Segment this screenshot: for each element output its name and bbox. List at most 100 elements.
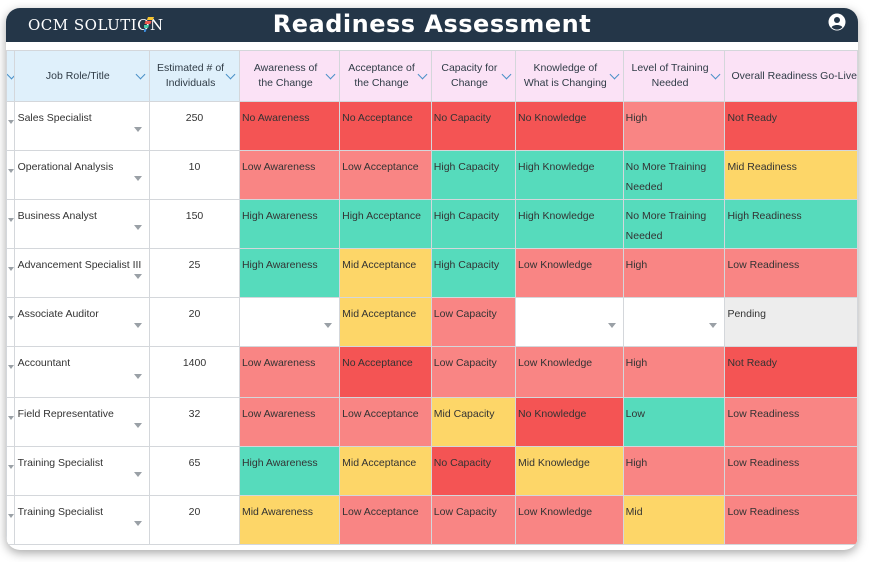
caret-down-icon[interactable] xyxy=(324,323,333,328)
cell-awareness[interactable]: High Awareness xyxy=(238,446,341,496)
caret-down-icon[interactable] xyxy=(8,465,14,469)
cell-training[interactable]: Low xyxy=(622,397,726,447)
row-selector[interactable] xyxy=(6,297,15,347)
cell-acceptance[interactable]: Mid Acceptance xyxy=(339,446,432,496)
caret-down-icon[interactable] xyxy=(134,374,143,379)
cell-awareness[interactable]: No Awareness xyxy=(238,101,341,151)
cell-training[interactable]: No More Training Needed xyxy=(622,150,726,200)
caret-down-icon[interactable] xyxy=(134,274,143,279)
row-selector[interactable] xyxy=(6,346,15,398)
cell-job-role[interactable]: Operational Analysis xyxy=(13,150,151,200)
cell-awareness[interactable]: High Awareness xyxy=(238,199,341,249)
caret-down-icon[interactable] xyxy=(8,365,14,369)
cell-awareness[interactable]: Mid Awareness xyxy=(238,495,341,545)
caret-down-icon[interactable] xyxy=(134,176,143,181)
column-header-role[interactable]: Job Role/Title xyxy=(13,50,151,102)
cell-knowledge[interactable]: No Knowledge xyxy=(515,101,624,151)
column-header-count[interactable]: Estimated # of Individuals xyxy=(149,50,240,102)
cell-awareness[interactable]: Low Awareness xyxy=(238,397,341,447)
cell-training[interactable]: High xyxy=(622,346,726,398)
cell-acceptance[interactable]: No Acceptance xyxy=(339,346,432,398)
row-selector[interactable] xyxy=(6,446,15,496)
cell-acceptance[interactable]: No Acceptance xyxy=(339,101,432,151)
cell-awareness[interactable]: Low Awareness xyxy=(238,346,341,398)
column-header-acceptance[interactable]: Acceptance of the Change xyxy=(339,50,432,102)
column-header-awareness[interactable]: Awareness of the Change xyxy=(238,50,341,102)
cell-acceptance[interactable]: Low Acceptance xyxy=(339,397,432,447)
cell-acceptance[interactable]: Mid Acceptance xyxy=(339,297,432,347)
cell-individuals-count[interactable]: 150 xyxy=(149,199,240,249)
cell-knowledge[interactable]: High Knowledge xyxy=(515,199,624,249)
cell-overall[interactable]: Low Readiness xyxy=(724,397,858,447)
cell-capacity[interactable]: High Capacity xyxy=(430,248,517,298)
cell-job-role[interactable]: Sales Specialist xyxy=(13,101,151,151)
user-circle-icon[interactable] xyxy=(828,13,846,31)
cell-capacity[interactable]: Low Capacity xyxy=(430,346,517,398)
cell-training[interactable]: High xyxy=(622,101,726,151)
cell-training[interactable] xyxy=(622,297,726,347)
cell-knowledge[interactable]: Low Knowledge xyxy=(515,248,624,298)
cell-overall[interactable]: High Readiness xyxy=(724,199,858,249)
cell-individuals-count[interactable]: 10 xyxy=(149,150,240,200)
cell-individuals-count[interactable]: 25 xyxy=(149,248,240,298)
cell-knowledge[interactable]: Low Knowledge xyxy=(515,495,624,545)
cell-knowledge[interactable] xyxy=(515,297,624,347)
caret-down-icon[interactable] xyxy=(709,323,718,328)
cell-awareness[interactable]: High Awareness xyxy=(238,248,341,298)
row-selector[interactable] xyxy=(6,248,15,298)
cell-job-role[interactable]: Training Specialist xyxy=(13,495,151,545)
row-selector[interactable] xyxy=(6,101,15,151)
cell-individuals-count[interactable]: 250 xyxy=(149,101,240,151)
cell-individuals-count[interactable]: 65 xyxy=(149,446,240,496)
row-selector[interactable] xyxy=(6,199,15,249)
caret-down-icon[interactable] xyxy=(8,120,14,124)
cell-individuals-count[interactable]: 20 xyxy=(149,495,240,545)
cell-job-role[interactable]: Field Representative xyxy=(13,397,151,447)
cell-acceptance[interactable]: Mid Acceptance xyxy=(339,248,432,298)
caret-down-icon[interactable] xyxy=(134,423,143,428)
caret-down-icon[interactable] xyxy=(8,267,14,271)
column-header-training[interactable]: Level of Training Needed xyxy=(622,50,726,102)
cell-knowledge[interactable]: High Knowledge xyxy=(515,150,624,200)
cell-capacity[interactable]: Low Capacity xyxy=(430,495,517,545)
cell-capacity[interactable]: High Capacity xyxy=(430,199,517,249)
column-header-overall[interactable]: Overall Readiness Go-Live xyxy=(724,50,858,102)
cell-capacity[interactable]: No Capacity xyxy=(430,446,517,496)
cell-job-role[interactable]: Advancement Specialist III xyxy=(13,248,151,298)
cell-overall[interactable]: Low Readiness xyxy=(724,446,858,496)
cell-overall[interactable]: Not Ready xyxy=(724,101,858,151)
cell-job-role[interactable]: Business Analyst xyxy=(13,199,151,249)
caret-down-icon[interactable] xyxy=(8,316,14,320)
caret-down-icon[interactable] xyxy=(134,127,143,132)
column-header-knowledge[interactable]: Knowledge of What is Changing xyxy=(515,50,624,102)
caret-down-icon[interactable] xyxy=(134,472,143,477)
cell-capacity[interactable]: Mid Capacity xyxy=(430,397,517,447)
cell-individuals-count[interactable]: 32 xyxy=(149,397,240,447)
cell-training[interactable]: High xyxy=(622,248,726,298)
cell-awareness[interactable]: Low Awareness xyxy=(238,150,341,200)
cell-training[interactable]: High xyxy=(622,446,726,496)
cell-training[interactable]: No More Training Needed xyxy=(622,199,726,249)
caret-down-icon[interactable] xyxy=(8,514,14,518)
cell-individuals-count[interactable]: 20 xyxy=(149,297,240,347)
cell-overall[interactable]: Low Readiness xyxy=(724,495,858,545)
cell-acceptance[interactable]: Low Acceptance xyxy=(339,150,432,200)
cell-acceptance[interactable]: High Acceptance xyxy=(339,199,432,249)
cell-awareness[interactable] xyxy=(238,297,341,347)
cell-overall[interactable]: Not Ready xyxy=(724,346,858,398)
cell-overall[interactable]: Mid Readiness xyxy=(724,150,858,200)
caret-down-icon[interactable] xyxy=(134,521,143,526)
cell-capacity[interactable]: No Capacity xyxy=(430,101,517,151)
cell-overall[interactable]: Pending xyxy=(724,297,858,347)
row-selector[interactable] xyxy=(6,150,15,200)
cell-knowledge[interactable]: Low Knowledge xyxy=(515,346,624,398)
cell-knowledge[interactable]: No Knowledge xyxy=(515,397,624,447)
row-selector[interactable] xyxy=(6,495,15,545)
caret-down-icon[interactable] xyxy=(8,416,14,420)
cell-job-role[interactable]: Associate Auditor xyxy=(13,297,151,347)
cell-job-role[interactable]: Training Specialist xyxy=(13,446,151,496)
caret-down-icon[interactable] xyxy=(607,323,616,328)
cell-individuals-count[interactable]: 1400 xyxy=(149,346,240,398)
cell-knowledge[interactable]: Mid Knowledge xyxy=(515,446,624,496)
cell-capacity[interactable]: Low Capacity xyxy=(430,297,517,347)
